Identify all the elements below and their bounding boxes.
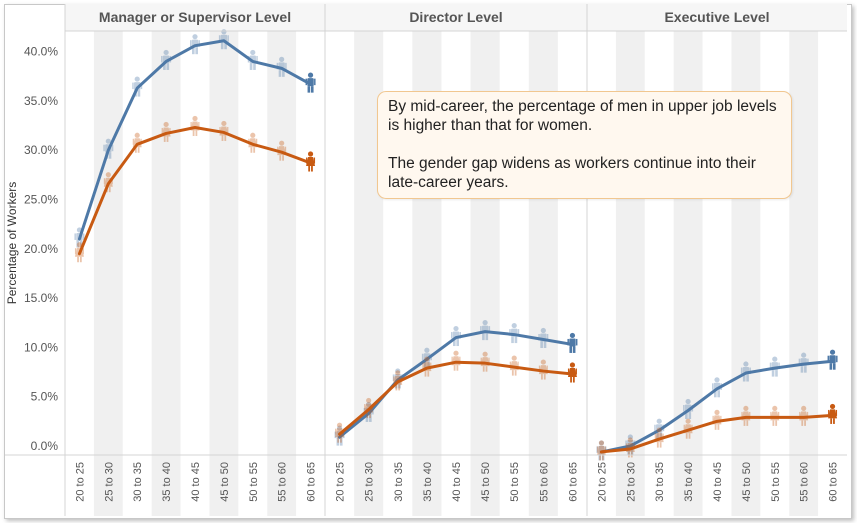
y-tick-label: 15.0% <box>24 291 58 305</box>
x-tick-label: 25 to 30 <box>625 462 637 502</box>
x-tick-label: 55 to 60 <box>277 462 289 502</box>
series-line <box>77 39 313 241</box>
x-tick-label: 20 to 25 <box>596 462 608 502</box>
y-tick-label: 25.0% <box>24 193 58 207</box>
x-tick-label: 50 to 55 <box>509 462 521 502</box>
x-tick-label: 45 to 50 <box>741 462 753 502</box>
panel-header-band <box>65 4 847 31</box>
y-tick-label: 0.0% <box>31 439 59 453</box>
y-tick-label: 10.0% <box>24 340 58 354</box>
x-tick-label: 45 to 50 <box>219 462 231 502</box>
data-point-marker <box>827 349 838 370</box>
x-tick-label: 50 to 55 <box>770 462 782 502</box>
column-band <box>209 31 239 516</box>
x-tick-label: 20 to 25 <box>74 462 86 502</box>
x-tick-label: 20 to 25 <box>335 462 347 502</box>
x-tick-label: 35 to 40 <box>683 462 695 502</box>
y-tick-label: 5.0% <box>31 390 59 404</box>
series-line <box>599 413 835 454</box>
x-tick-label: 40 to 45 <box>451 462 463 502</box>
data-point-marker <box>190 115 200 137</box>
x-tick-label: 45 to 50 <box>480 462 492 502</box>
x-tick-label: 35 to 40 <box>161 462 173 502</box>
x-tick-label: 30 to 35 <box>132 462 144 502</box>
annotation-paragraph-1: By mid-career, the percentage of men in … <box>388 98 777 134</box>
series-line <box>338 360 574 436</box>
y-tick-label: 20.0% <box>24 242 58 256</box>
x-tick-label: 50 to 55 <box>248 462 260 502</box>
column-band <box>93 31 123 516</box>
column-band <box>789 31 819 516</box>
x-tick-label: 40 to 45 <box>712 462 724 502</box>
panel-title: Director Level <box>409 9 502 25</box>
data-point-marker <box>828 403 838 424</box>
y-tick-label: 35.0% <box>24 94 58 108</box>
y-tick-label: 40.0% <box>24 45 58 59</box>
x-tick-label: 40 to 45 <box>190 462 202 502</box>
x-tick-label: 60 to 65 <box>828 462 840 502</box>
x-tick-label: 25 to 30 <box>364 462 376 502</box>
x-tick-label: 55 to 60 <box>799 462 811 502</box>
panel-title: Executive Level <box>664 9 769 25</box>
x-tick-label: 30 to 35 <box>393 462 405 502</box>
x-tick-label: 60 to 65 <box>567 462 579 502</box>
panel-title: Manager or Supervisor Level <box>99 9 291 25</box>
y-axis-title: Percentage of Workers <box>5 182 19 305</box>
annotation-paragraph-2: The gender gap widens as workers continu… <box>388 155 756 191</box>
data-point-marker <box>451 350 461 371</box>
series-line <box>599 359 835 454</box>
annotation-box: By mid-career, the percentage of men in … <box>377 91 792 199</box>
x-tick-label: 60 to 65 <box>306 462 318 502</box>
series-line <box>77 126 313 256</box>
data-point-marker <box>567 332 578 353</box>
x-tick-label: 25 to 30 <box>103 462 115 502</box>
x-tick-label: 55 to 60 <box>538 462 550 502</box>
x-tick-label: 30 to 35 <box>654 462 666 502</box>
data-point-marker <box>770 405 780 426</box>
column-band <box>151 31 181 516</box>
x-tick-label: 35 to 40 <box>422 462 434 502</box>
y-tick-label: 30.0% <box>24 143 58 157</box>
column-band <box>267 31 297 516</box>
